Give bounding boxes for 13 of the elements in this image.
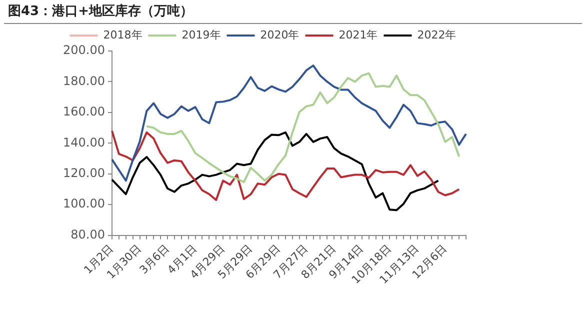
y-tick-label: 160.00 [62, 104, 105, 119]
legend-label: 2021年 [338, 28, 378, 42]
y-tick-label: 200.00 [62, 43, 105, 58]
legend-label: 2020年 [260, 28, 300, 42]
y-tick-label: 100.00 [62, 196, 105, 211]
y-tick-label: 140.00 [62, 135, 105, 150]
y-tick-label: 80.00 [70, 227, 105, 242]
legend-label: 2022年 [417, 28, 456, 42]
y-tick-label: 180.00 [62, 74, 105, 88]
y-tick-label: 120.00 [62, 166, 105, 180]
chart-title: 图43：港口+地区库存（万吨） [4, 2, 582, 24]
legend-label: 2019年 [182, 28, 221, 42]
legend-label: 2018年 [103, 28, 142, 42]
